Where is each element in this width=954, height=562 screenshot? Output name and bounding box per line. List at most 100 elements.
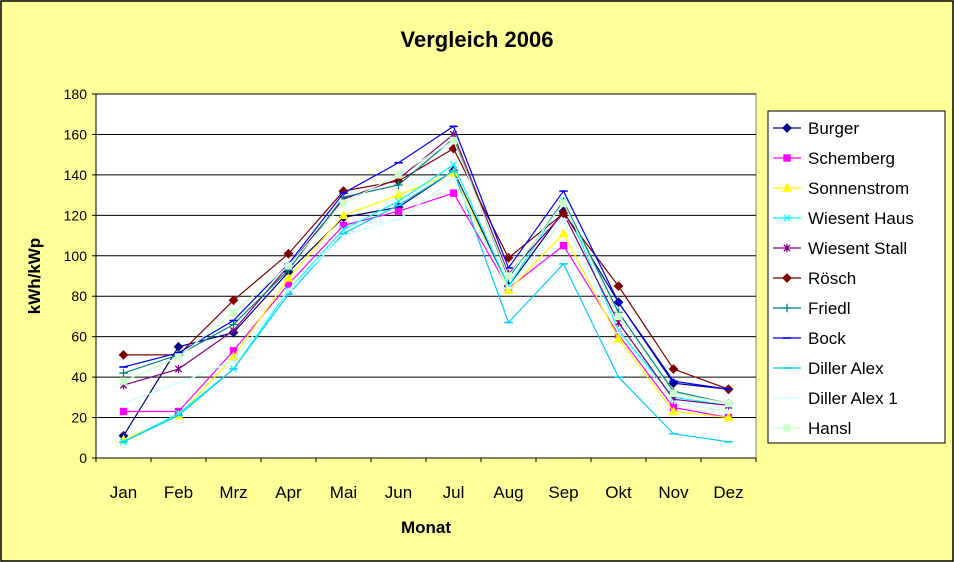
data-point bbox=[229, 308, 238, 317]
data-point bbox=[394, 180, 403, 190]
y-tick-label: 140 bbox=[64, 167, 88, 183]
legend-marker bbox=[783, 243, 791, 253]
x-tick-labels: Jan Feb Mrz Apr Mai Jun Jul Aug Sep Okt Nov Dez bbox=[95, 458, 757, 502]
legend-entry: Rösch bbox=[773, 269, 856, 288]
data-point bbox=[118, 349, 129, 360]
x-tick-label: Mai bbox=[330, 483, 357, 502]
data-point bbox=[449, 189, 458, 197]
data-point bbox=[283, 248, 294, 259]
series-diller-alex bbox=[119, 169, 733, 443]
data-point bbox=[174, 364, 183, 374]
data-point bbox=[669, 389, 678, 397]
legend-marker bbox=[783, 214, 791, 222]
legend-label: Friedl bbox=[808, 299, 851, 318]
legend bbox=[767, 110, 946, 444]
x-tick-label: Okt bbox=[605, 483, 632, 502]
legend-label: Diller Alex bbox=[808, 359, 884, 378]
data-point bbox=[393, 189, 404, 199]
data-point bbox=[558, 228, 569, 238]
series-line bbox=[123, 125, 729, 390]
series-r-sch bbox=[118, 143, 734, 395]
data-point bbox=[394, 207, 403, 215]
series-sonnenstrom bbox=[118, 167, 734, 444]
data-point bbox=[394, 171, 403, 179]
legend-entry: Hansl bbox=[773, 419, 851, 438]
y-tick-label: 60 bbox=[71, 329, 87, 345]
legend-entry: Friedl bbox=[773, 299, 851, 318]
y-tick-label: 20 bbox=[71, 410, 87, 426]
x-tick-label: Jan bbox=[110, 483, 137, 502]
data-point bbox=[119, 377, 128, 385]
series-hansl bbox=[119, 136, 733, 408]
x-tick-label: Nov bbox=[658, 483, 689, 502]
data-point bbox=[119, 407, 128, 416]
plot-area bbox=[95, 93, 757, 459]
data-point bbox=[559, 241, 568, 250]
y-tick-labels: 0 20 40 60 80 100 120 140 160 180 bbox=[64, 86, 96, 466]
y-tick-label: 0 bbox=[79, 450, 87, 466]
legend-label: Wiesent Haus bbox=[808, 209, 914, 228]
x-tick-label: Jun bbox=[385, 483, 412, 502]
gridlines bbox=[96, 93, 756, 419]
legend-entry: Schemberg bbox=[773, 149, 895, 168]
y-tick-label: 80 bbox=[71, 288, 87, 304]
data-point bbox=[613, 281, 624, 292]
legend-label: Sonnenstrom bbox=[808, 179, 909, 198]
x-tick-label: Sep bbox=[548, 483, 578, 502]
y-tick-label: 160 bbox=[64, 126, 88, 142]
legend-entry: Diller Alex 1 bbox=[773, 389, 898, 408]
series-line bbox=[123, 147, 729, 390]
legend-entry: Sonnenstrom bbox=[773, 179, 909, 198]
legend-label: Schemberg bbox=[808, 149, 895, 168]
legend-entry: Wiesent Stall bbox=[773, 239, 907, 258]
y-tick-label: 100 bbox=[64, 248, 88, 264]
y-tick-label: 120 bbox=[64, 207, 88, 223]
x-tick-label: Jul bbox=[443, 483, 465, 502]
legend-marker bbox=[783, 424, 791, 432]
legend-entry: Diller Alex bbox=[773, 359, 884, 378]
legend-entry: Bock bbox=[773, 329, 846, 348]
series-line bbox=[123, 139, 729, 404]
series-line bbox=[123, 133, 729, 407]
legend-label: Rösch bbox=[808, 269, 856, 288]
data-point bbox=[723, 412, 734, 422]
data-point bbox=[449, 136, 458, 145]
legend-marker bbox=[783, 154, 791, 162]
legend-label: Burger bbox=[808, 119, 859, 138]
chart-title: Vergleich 2006 bbox=[401, 27, 554, 52]
y-tick-label: 40 bbox=[71, 369, 87, 385]
data-point bbox=[449, 161, 458, 169]
legend-marker bbox=[782, 303, 792, 313]
legend-label: Wiesent Stall bbox=[808, 239, 907, 258]
legend-marker bbox=[782, 273, 792, 283]
data-point bbox=[668, 364, 679, 374]
legend-label: Bock bbox=[808, 329, 846, 348]
series-diller-alex-1 bbox=[119, 178, 733, 413]
data-point bbox=[228, 295, 239, 306]
x-tick-label: Mrz bbox=[219, 483, 247, 502]
x-axis-label: Monat bbox=[401, 518, 451, 537]
data-point bbox=[229, 320, 238, 329]
legend-entries: Burger Schemberg Sonnenstrom Wiesent Haus Wi… bbox=[773, 119, 914, 438]
x-tick-label: Dez bbox=[713, 483, 743, 502]
y-tick-label: 180 bbox=[64, 86, 88, 102]
data-point bbox=[174, 353, 183, 361]
data-point bbox=[119, 368, 128, 378]
data-point bbox=[338, 210, 349, 220]
x-tick-label: Apr bbox=[275, 483, 302, 502]
data-point bbox=[284, 262, 293, 270]
legend-marker bbox=[781, 182, 793, 192]
data-point bbox=[613, 333, 624, 343]
y-axis-label: kWh/kWp bbox=[25, 238, 44, 315]
data-point bbox=[724, 399, 733, 408]
data-series bbox=[118, 125, 734, 446]
data-point bbox=[339, 199, 348, 207]
series-line bbox=[123, 137, 729, 404]
legend-marker bbox=[782, 123, 792, 133]
data-point bbox=[503, 252, 514, 263]
series-bock bbox=[119, 125, 733, 391]
legend-entry: Wiesent Haus bbox=[773, 209, 914, 228]
legend-entry: Burger bbox=[773, 119, 859, 138]
data-point bbox=[614, 312, 623, 321]
